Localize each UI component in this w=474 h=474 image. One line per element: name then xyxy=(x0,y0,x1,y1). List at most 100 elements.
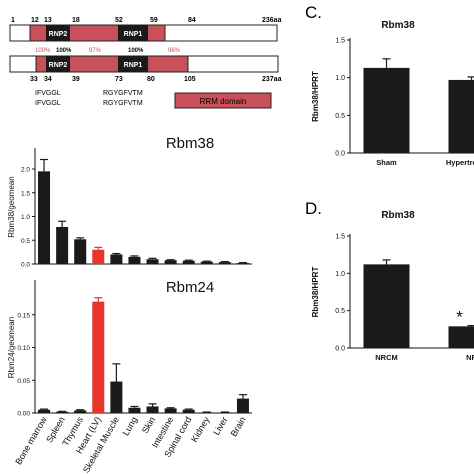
identity-d: 100% xyxy=(128,48,144,54)
identity-c: 97% xyxy=(89,48,102,54)
y-tick-label: 1.0 xyxy=(335,271,345,278)
rrm-legend-label: RRM domain xyxy=(200,97,247,106)
bar-spinal-cord xyxy=(182,260,195,264)
y-tick-label: 0.0 xyxy=(335,346,345,353)
y-axis-label: Rbm24/geomean xyxy=(7,317,16,378)
bottom-rnp2-label: RNP2 xyxy=(49,62,68,69)
domain-diagram: RNP2 RNP1 1 12 13 18 52 59 84 236aa 100%… xyxy=(9,17,282,109)
y-tick-label: 0.0 xyxy=(21,262,30,269)
y-tick-label: 2.0 xyxy=(21,167,30,174)
bar-brain xyxy=(236,263,249,264)
top-rnp1-label: RNP1 xyxy=(124,31,143,38)
bottom-rnp1-box xyxy=(118,56,148,72)
y-axis-label: Rbm38/HPRT xyxy=(311,71,320,122)
bottom-pos-start: 33 xyxy=(30,76,38,83)
top-pos-d1: 12 xyxy=(31,17,39,24)
category-label: Liver xyxy=(211,415,229,437)
bar-nrcm xyxy=(363,264,410,348)
bar-kidney xyxy=(200,261,213,264)
bar-lung xyxy=(128,407,141,413)
category-label: Hypertrophied xyxy=(446,158,474,167)
bar-hypertrophied xyxy=(448,79,474,153)
y-axis-label: Rbm38/HPRT xyxy=(311,267,320,318)
identity-e: 96% xyxy=(168,48,181,54)
bar-brain xyxy=(236,398,249,413)
bar-skeletal-muscle xyxy=(110,254,123,264)
bottom-rnp2-box xyxy=(46,56,70,72)
top-pos-d4: 52 xyxy=(115,17,123,24)
bottom-pos-d1: 34 xyxy=(44,76,52,83)
chart-rbm38-hypertrophy: Rbm38 Rbm38/HPRT 0.0 0.5 1.0 1.5 Sham Hypertrop… xyxy=(311,20,474,167)
panel-label-d: D. xyxy=(305,199,322,218)
motif-rnp2-2: IFVGGL xyxy=(35,100,61,107)
bar-thymus xyxy=(74,239,87,264)
y-tick-label: 0.05 xyxy=(17,378,30,385)
bar-skin xyxy=(146,259,159,264)
motif-rnp2-1: IFVGGL xyxy=(35,90,61,97)
bar-lung xyxy=(128,256,141,264)
category-label: NR xyxy=(466,353,474,362)
y-tick-label: 1.5 xyxy=(335,234,345,241)
bar-heart-lv- xyxy=(92,249,105,264)
bottom-rnp1-label: RNP1 xyxy=(124,62,143,69)
chart-title: Rbm38 xyxy=(166,135,214,152)
chart-title: Rbm38 xyxy=(381,20,415,31)
significance-marker: * xyxy=(456,307,463,326)
bar-spleen xyxy=(56,226,69,264)
bar-heart-lv- xyxy=(92,301,105,413)
y-tick-label: 1.5 xyxy=(21,190,30,197)
chart-rbm38-tissues: Rbm38 Rbm38/geomean 0.0 0.5 1.0 1.5 2.0 xyxy=(7,135,252,269)
category-label: Kidney xyxy=(189,415,212,444)
top-rnp2-label: RNP2 xyxy=(49,31,68,38)
identity-a: 100% xyxy=(35,48,51,54)
chart-title: Rbm24 xyxy=(166,279,214,296)
bar-bone-marrow xyxy=(38,409,51,413)
chart-rbm24-tissues: Rbm24 Rbm24/geomean 0.00 0.05 0.10 0.15 Bone m… xyxy=(7,279,252,474)
y-tick-label: 0.00 xyxy=(17,411,30,418)
bottom-rrm-domain xyxy=(35,55,189,73)
motif-rnp1-2: RGYGFVTM xyxy=(103,100,143,107)
y-tick-label: 0.5 xyxy=(335,113,345,120)
y-tick-label: 1.0 xyxy=(335,75,345,82)
top-pos-d3: 18 xyxy=(72,17,80,24)
bottom-pos-d3: 73 xyxy=(115,76,123,83)
top-rnp1-box xyxy=(118,25,148,41)
category-label: Bone marrow xyxy=(13,415,49,467)
y-tick-label: 0.5 xyxy=(335,308,345,315)
bottom-pos-d5: 105 xyxy=(184,76,196,83)
motif-rnp1-1: RGYGFVTM xyxy=(103,90,143,97)
bar-intestine xyxy=(164,260,177,264)
top-pos-d5: 59 xyxy=(150,17,158,24)
category-label: Sham xyxy=(376,158,397,167)
bar-spinal-cord xyxy=(182,409,195,413)
y-tick-label: 1.0 xyxy=(21,214,30,221)
top-pos-d6: 84 xyxy=(188,17,196,24)
bar-nr xyxy=(448,326,474,348)
bar-intestine xyxy=(164,408,177,413)
bottom-pos-d4: 80 xyxy=(147,76,155,83)
category-label: NRCM xyxy=(375,353,398,362)
bar-thymus xyxy=(74,410,87,413)
bottom-pos-end: 237aa xyxy=(262,76,282,83)
top-pos-start: 1 xyxy=(11,17,15,24)
category-label: Lung xyxy=(121,415,140,437)
y-tick-label: 1.5 xyxy=(335,38,345,45)
category-label: Brain xyxy=(229,415,248,438)
bar-liver xyxy=(218,262,231,264)
top-pos-d2: 13 xyxy=(44,17,52,24)
chart-rbm38-nrcm: Rbm38 Rbm38/HPRT 0.0 0.5 1.0 1.5 NRCM NR * xyxy=(311,210,474,362)
panel-label-c: C. xyxy=(305,3,322,22)
bar-sham xyxy=(363,67,410,153)
chart-title: Rbm38 xyxy=(381,210,415,221)
bar-kidney xyxy=(200,412,213,413)
bar-spleen xyxy=(56,411,69,413)
bar-liver xyxy=(218,412,231,413)
bar-bone-marrow xyxy=(38,171,51,264)
y-tick-label: 0.10 xyxy=(17,345,30,352)
y-axis-label: Rbm38/geomean xyxy=(7,176,16,237)
top-rnp2-box xyxy=(46,25,70,41)
bar-skin xyxy=(146,406,159,413)
y-tick-label: 0.15 xyxy=(17,312,30,319)
identity-b: 100% xyxy=(56,48,72,54)
top-pos-end: 236aa xyxy=(262,17,282,24)
